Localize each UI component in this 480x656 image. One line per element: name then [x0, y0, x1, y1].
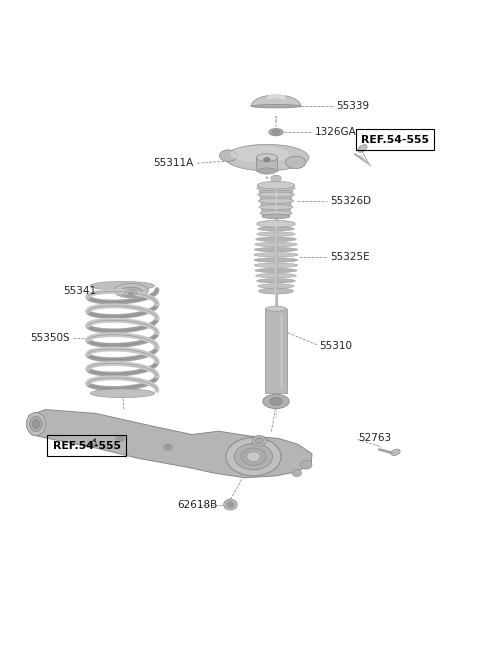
Ellipse shape	[255, 268, 297, 273]
Ellipse shape	[90, 281, 155, 290]
Ellipse shape	[254, 263, 298, 268]
Ellipse shape	[234, 443, 273, 470]
Ellipse shape	[391, 449, 400, 455]
Text: 55311A: 55311A	[153, 158, 193, 169]
Ellipse shape	[241, 448, 266, 465]
Ellipse shape	[254, 258, 298, 262]
Ellipse shape	[224, 499, 237, 510]
Ellipse shape	[120, 287, 143, 297]
Ellipse shape	[258, 226, 294, 231]
Bar	[265, 309, 287, 393]
Ellipse shape	[272, 130, 280, 134]
Ellipse shape	[256, 154, 277, 161]
Ellipse shape	[258, 198, 294, 203]
Ellipse shape	[257, 220, 295, 227]
Ellipse shape	[247, 452, 260, 461]
Text: 55339: 55339	[336, 101, 369, 112]
Ellipse shape	[259, 205, 293, 209]
Ellipse shape	[90, 389, 155, 398]
Ellipse shape	[264, 157, 270, 161]
Ellipse shape	[262, 214, 290, 219]
Ellipse shape	[164, 444, 172, 450]
Ellipse shape	[258, 168, 276, 174]
Text: 55310: 55310	[319, 341, 352, 351]
Ellipse shape	[258, 284, 294, 288]
Text: 52763: 52763	[358, 434, 391, 443]
Ellipse shape	[263, 394, 289, 409]
Ellipse shape	[259, 288, 293, 294]
Ellipse shape	[227, 502, 234, 508]
Ellipse shape	[256, 274, 296, 278]
Ellipse shape	[251, 104, 301, 108]
Ellipse shape	[33, 420, 39, 428]
Ellipse shape	[255, 242, 297, 247]
Ellipse shape	[257, 186, 295, 191]
Ellipse shape	[26, 413, 46, 436]
Text: 55341: 55341	[63, 285, 96, 296]
Ellipse shape	[257, 279, 295, 283]
Ellipse shape	[116, 436, 124, 441]
Ellipse shape	[286, 156, 306, 169]
Ellipse shape	[114, 283, 148, 298]
Ellipse shape	[225, 144, 309, 171]
Ellipse shape	[260, 211, 292, 216]
Text: 55326D: 55326D	[330, 195, 371, 206]
Text: REF.54-555: REF.54-555	[53, 441, 121, 451]
Text: REF.54-555: REF.54-555	[361, 134, 429, 144]
Text: 62618B: 62618B	[178, 500, 218, 510]
Text: 55350S: 55350S	[30, 333, 70, 342]
Ellipse shape	[257, 181, 295, 189]
Bar	[256, 157, 277, 171]
Ellipse shape	[125, 290, 137, 296]
Text: 1326GA: 1326GA	[314, 127, 356, 137]
Ellipse shape	[292, 469, 301, 476]
Text: 55325E: 55325E	[330, 253, 370, 262]
Ellipse shape	[118, 437, 122, 440]
Ellipse shape	[358, 144, 367, 152]
Ellipse shape	[270, 398, 282, 405]
Ellipse shape	[265, 306, 287, 311]
Polygon shape	[29, 409, 312, 478]
Ellipse shape	[256, 237, 296, 241]
Ellipse shape	[254, 253, 298, 257]
Polygon shape	[251, 95, 301, 106]
Ellipse shape	[219, 150, 238, 161]
Ellipse shape	[166, 445, 170, 449]
Ellipse shape	[129, 292, 133, 295]
Polygon shape	[259, 185, 293, 216]
Ellipse shape	[252, 436, 266, 446]
Ellipse shape	[231, 147, 288, 161]
Ellipse shape	[254, 247, 298, 252]
Ellipse shape	[257, 232, 295, 236]
Ellipse shape	[255, 438, 263, 443]
Ellipse shape	[228, 503, 232, 506]
Ellipse shape	[269, 129, 283, 136]
Ellipse shape	[300, 461, 312, 469]
Ellipse shape	[226, 438, 281, 476]
Ellipse shape	[30, 417, 42, 432]
Ellipse shape	[257, 192, 295, 197]
Ellipse shape	[271, 175, 281, 182]
